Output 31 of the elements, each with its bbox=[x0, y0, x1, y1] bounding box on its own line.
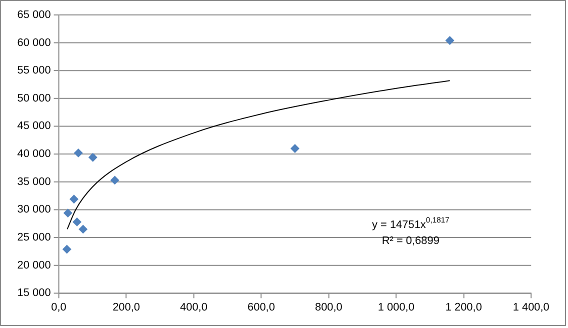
y-tick-label: 20 000 bbox=[17, 259, 51, 272]
x-tick-label: 1 000,0 bbox=[378, 302, 414, 314]
x-tick-label: 1 200,0 bbox=[445, 302, 482, 314]
x-tick-label: 800,0 bbox=[314, 302, 342, 314]
y-tick-label: 50 000 bbox=[17, 92, 51, 104]
x-tick-label: 200,0 bbox=[112, 302, 140, 314]
x-tick-label: 600,0 bbox=[248, 302, 275, 314]
y-tick-label: 25 000 bbox=[17, 232, 51, 244]
y-tick-label: 60 000 bbox=[17, 36, 51, 49]
y-tick-label: 65 000 bbox=[17, 8, 51, 21]
y-tick-label: 15 000 bbox=[17, 287, 51, 300]
point bbox=[445, 36, 454, 45]
point bbox=[72, 217, 82, 226]
point bbox=[63, 208, 72, 218]
x-tick-label: 400,0 bbox=[180, 302, 208, 314]
y-tick-label: 55 000 bbox=[17, 64, 51, 77]
point bbox=[88, 152, 98, 162]
y-tick-label: 45 000 bbox=[17, 120, 51, 132]
point bbox=[78, 224, 88, 234]
point bbox=[74, 148, 83, 158]
x-tick-label: 1 400,0 bbox=[512, 302, 550, 314]
y-tick-label: 40 000 bbox=[17, 148, 51, 160]
point bbox=[290, 144, 300, 153]
annotation: R² = 0,6899 bbox=[382, 234, 440, 247]
line-series bbox=[66, 80, 450, 230]
y-tick-label: 30 000 bbox=[17, 204, 51, 216]
y-tick-label: 35 000 bbox=[17, 176, 51, 188]
point bbox=[110, 176, 120, 185]
x-tick-label: 0,0 bbox=[51, 302, 66, 314]
point bbox=[62, 244, 72, 254]
point bbox=[69, 194, 78, 204]
